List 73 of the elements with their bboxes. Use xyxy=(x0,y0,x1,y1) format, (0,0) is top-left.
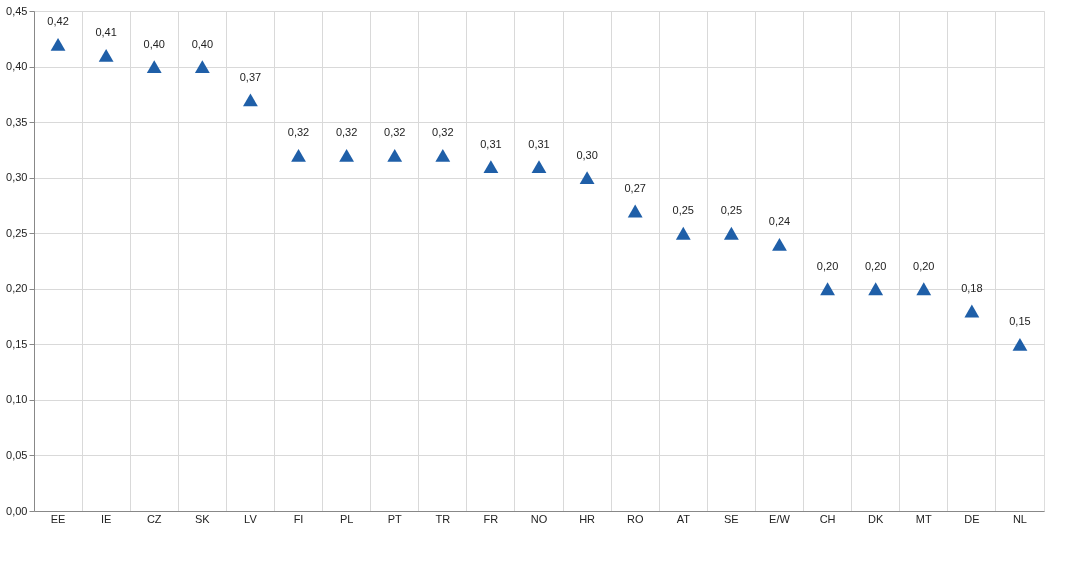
data-label: 0,42 xyxy=(47,15,69,28)
point xyxy=(579,171,595,185)
x-tick-label: AT xyxy=(676,512,691,525)
y-tick-label: 0,40 xyxy=(6,60,28,73)
data-label: 0,25 xyxy=(672,204,694,217)
point xyxy=(772,237,787,251)
point xyxy=(291,149,306,162)
x-tick-label: DK xyxy=(868,512,884,525)
data-label: 0,40 xyxy=(143,37,165,50)
point xyxy=(194,60,210,73)
data-label: 0,32 xyxy=(384,126,406,139)
y-tick-label: 0,35 xyxy=(6,115,28,128)
point xyxy=(868,282,884,296)
x-tick-label: HR xyxy=(579,512,596,525)
data-label: 0,41 xyxy=(95,26,117,39)
y-tick-label: 0,00 xyxy=(6,504,28,517)
point xyxy=(339,149,355,162)
point xyxy=(243,93,258,107)
x-tick-label: PL xyxy=(339,512,354,525)
data-label: 0,31 xyxy=(480,137,502,150)
x-tick-label: TR xyxy=(435,512,451,525)
x-tick-label: DE xyxy=(964,512,980,525)
data-label: 0,18 xyxy=(961,282,983,294)
x-tick-label: NO xyxy=(530,512,548,525)
point xyxy=(146,60,162,73)
x-tick-label: FR xyxy=(483,512,499,525)
x-tick-label: IE xyxy=(100,512,112,525)
data-label: 0,32 xyxy=(287,126,310,139)
x-tick-label: FI xyxy=(293,512,304,525)
x-tick-label: EE xyxy=(50,512,66,525)
point xyxy=(916,282,932,296)
y-tick-label: 0,05 xyxy=(6,448,28,461)
point xyxy=(50,37,66,51)
y-tick-label: 0,15 xyxy=(6,337,28,350)
data-label: 0,25 xyxy=(720,204,743,217)
x-tick-label: SE xyxy=(724,512,739,525)
y-tick-label: 0,25 xyxy=(6,226,28,239)
y-tick-label: 0,10 xyxy=(6,393,28,406)
data-label: 0,40 xyxy=(191,37,214,50)
x-tick-label: MT xyxy=(915,512,932,525)
x-tick-label: SK xyxy=(194,512,211,525)
data-label: 0,31 xyxy=(528,137,550,150)
x-tick-label: RO xyxy=(626,512,644,525)
point xyxy=(964,304,980,318)
data-label: 0,24 xyxy=(768,215,791,228)
point xyxy=(1012,337,1028,351)
y-tick-label: 0,30 xyxy=(6,171,28,184)
x-tick-label: NL xyxy=(1012,512,1027,525)
point xyxy=(98,49,114,62)
x-tick-label: E/W xyxy=(769,512,791,525)
data-label: 0,32 xyxy=(335,126,358,139)
data-label: 0,32 xyxy=(432,126,454,139)
data-label: 0,20 xyxy=(816,259,839,272)
data-label: 0,30 xyxy=(576,148,598,161)
point xyxy=(483,160,499,173)
x-tick-label: PT xyxy=(387,512,403,525)
data-label: 0,15 xyxy=(1009,315,1031,328)
data-label: 0,20 xyxy=(913,259,935,272)
point xyxy=(627,204,643,218)
data-label: 0,20 xyxy=(864,259,887,272)
point xyxy=(723,226,739,240)
data-label: 0,27 xyxy=(624,182,646,194)
x-tick-label: CH xyxy=(819,512,836,525)
point xyxy=(675,226,691,240)
data-label: 0,37 xyxy=(239,70,262,83)
point xyxy=(531,160,547,173)
point xyxy=(435,149,451,162)
y-tick-label: 0,20 xyxy=(6,282,28,295)
point xyxy=(387,149,403,162)
y-tick-label: 0,45 xyxy=(6,4,28,17)
point xyxy=(820,282,835,296)
x-tick-label: CZ xyxy=(146,512,162,525)
x-tick-label: LV xyxy=(244,512,258,525)
